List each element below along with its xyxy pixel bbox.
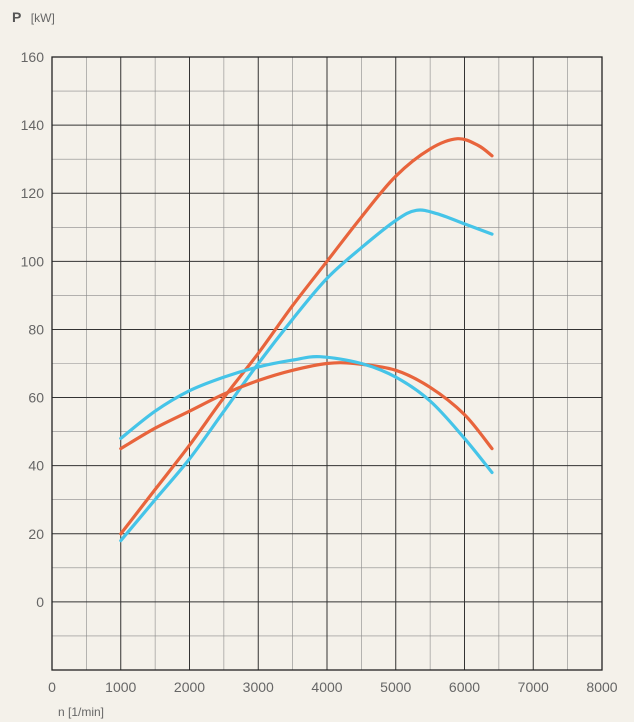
major-grid [52, 57, 602, 670]
x-tick-label: 2000 [174, 679, 205, 695]
series-line-2 [119, 208, 494, 543]
x-tick-label: 7000 [518, 679, 549, 695]
y-tick-label: 80 [28, 321, 44, 337]
x-tick-label: 1000 [105, 679, 136, 695]
x-tick-label: 0 [48, 679, 56, 695]
y-tick-label: 120 [21, 185, 45, 201]
y-axis-unit: [kW] [31, 11, 55, 25]
y-axis-symbol: P [12, 9, 21, 25]
y-tick-labels: 0 20 40 60 80 100 120 140 160 [21, 49, 45, 610]
y-tick-label: 20 [28, 526, 44, 542]
series-layer [119, 137, 494, 543]
y-tick-label: 40 [28, 458, 44, 474]
y-axis-label: P [kW] [12, 9, 55, 26]
series-line-3 [119, 361, 494, 451]
y-tick-label: 100 [21, 253, 45, 269]
x-tick-label: 8000 [586, 679, 617, 695]
x-tick-label: 6000 [449, 679, 480, 695]
y-tick-label: 140 [21, 117, 45, 133]
x-tick-label: 3000 [243, 679, 274, 695]
series-line-4 [119, 355, 494, 475]
x-tick-labels: 0 1000 2000 3000 4000 5000 6000 7000 8000 [48, 679, 618, 695]
y-tick-label: 60 [28, 390, 44, 406]
x-tick-label: 5000 [380, 679, 411, 695]
series-line-1 [119, 137, 494, 536]
plot-frame [51, 56, 603, 671]
x-tick-label: 4000 [311, 679, 342, 695]
x-axis-label: n [1/min] [58, 705, 104, 719]
y-tick-label: 0 [36, 594, 44, 610]
y-tick-label: 160 [21, 49, 45, 65]
